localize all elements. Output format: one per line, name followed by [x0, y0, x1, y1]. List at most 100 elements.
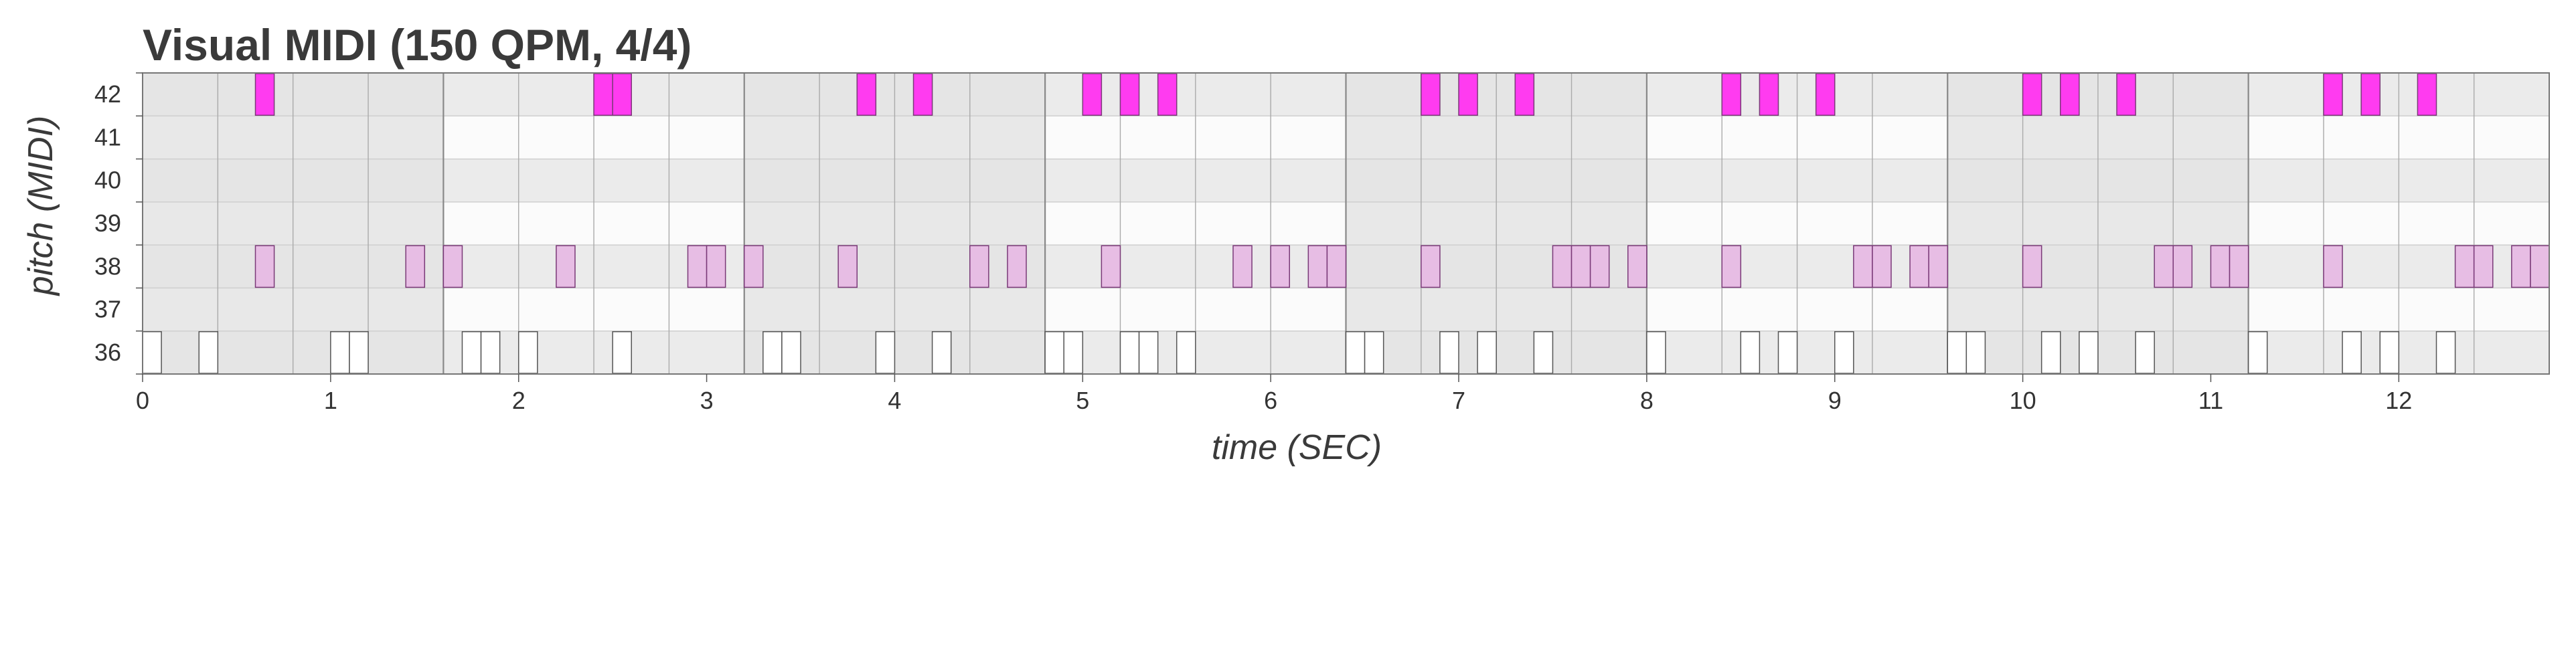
- note-38: [2154, 245, 2174, 288]
- note-36: [2435, 331, 2456, 374]
- note-38: [2454, 245, 2475, 288]
- note-38: [687, 245, 708, 288]
- note-36: [781, 331, 801, 374]
- note-36: [330, 331, 350, 374]
- x-tick-label: 9: [1828, 387, 1842, 414]
- note-38: [1307, 245, 1328, 288]
- note-38: [1571, 245, 1591, 288]
- note-42: [2022, 73, 2042, 116]
- note-42: [912, 73, 933, 116]
- note-36: [762, 331, 783, 374]
- y-axis-label: pitch (MIDI): [21, 116, 60, 297]
- note-38: [1909, 245, 1929, 288]
- note-36: [2040, 331, 2061, 374]
- note-36: [1965, 331, 1986, 374]
- x-tick-label: 4: [888, 387, 901, 414]
- note-38: [1421, 245, 1441, 288]
- note-38: [2511, 245, 2531, 288]
- y-tick-label: 37: [94, 296, 121, 323]
- note-38: [556, 245, 576, 288]
- y-tick-label: 36: [94, 339, 121, 366]
- note-36: [1063, 331, 1084, 374]
- note-36: [612, 331, 632, 374]
- note-38: [837, 245, 858, 288]
- note-36: [517, 331, 538, 374]
- x-tick-label: 11: [2198, 387, 2223, 414]
- note-42: [2417, 73, 2437, 116]
- note-38: [969, 245, 989, 288]
- note-38: [2172, 245, 2193, 288]
- note-42: [254, 73, 275, 116]
- note-42: [1458, 73, 1478, 116]
- note-38: [1872, 245, 1892, 288]
- note-38: [2473, 245, 2494, 288]
- note-36: [1533, 331, 1554, 374]
- x-tick-label: 0: [136, 387, 149, 414]
- note-36: [142, 331, 162, 374]
- note-36: [1646, 331, 1666, 374]
- note-36: [1119, 331, 1140, 374]
- note-38: [254, 245, 275, 288]
- note-42: [612, 73, 632, 116]
- note-36: [2079, 331, 2099, 374]
- note-38: [442, 245, 463, 288]
- note-36: [2342, 331, 2362, 374]
- x-tick-label: 12: [2385, 387, 2412, 414]
- note-36: [1947, 331, 1967, 374]
- note-42: [2323, 73, 2343, 116]
- x-tick-label: 6: [1264, 387, 1277, 414]
- note-42: [2360, 73, 2381, 116]
- note-36: [2379, 331, 2400, 374]
- note-38: [1232, 245, 1253, 288]
- x-axis-label: time (SEC): [1212, 428, 1382, 467]
- x-tick-label: 1: [324, 387, 337, 414]
- y-tick-label: 42: [94, 80, 121, 108]
- x-tick-label: 8: [1640, 387, 1654, 414]
- note-36: [2135, 331, 2155, 374]
- note-36: [1777, 331, 1798, 374]
- note-36: [1176, 331, 1196, 374]
- note-36: [349, 331, 369, 374]
- note-42: [1759, 73, 1779, 116]
- note-36: [2247, 331, 2268, 374]
- note-38: [1721, 245, 1742, 288]
- x-axis-ticks: 0 1 2 3 4 5 6 7 8 9 10 11 12: [136, 374, 2412, 414]
- note-36: [198, 331, 219, 374]
- y-tick-label: 41: [94, 123, 121, 151]
- y-tick-label: 38: [94, 252, 121, 280]
- note-38: [706, 245, 726, 288]
- note-36: [1740, 331, 1761, 374]
- note-38: [2530, 245, 2550, 288]
- note-36: [1345, 331, 1366, 374]
- note-38: [744, 245, 764, 288]
- note-42: [2116, 73, 2136, 116]
- note-36: [480, 331, 501, 374]
- note-36: [1477, 331, 1497, 374]
- note-36: [931, 331, 952, 374]
- x-tick-label: 10: [2010, 387, 2036, 414]
- x-tick-label: 2: [512, 387, 526, 414]
- plot-frame: [142, 72, 2550, 375]
- note-36: [1834, 331, 1854, 374]
- note-38: [1552, 245, 1573, 288]
- y-tick-label: 40: [94, 167, 121, 194]
- note-38: [2022, 245, 2042, 288]
- chart-title: Visual MIDI (150 QPM, 4/4): [143, 20, 692, 70]
- note-38: [2210, 245, 2231, 288]
- note-42: [2060, 73, 2080, 116]
- note-36: [1044, 331, 1064, 374]
- note-42: [1157, 73, 1178, 116]
- note-42: [1514, 73, 1535, 116]
- note-42: [1119, 73, 1140, 116]
- note-38: [405, 245, 426, 288]
- note-42: [1421, 73, 1441, 116]
- note-38: [1326, 245, 1347, 288]
- note-42: [856, 73, 877, 116]
- note-38: [2229, 245, 2249, 288]
- note-38: [1101, 245, 1121, 288]
- note-42: [1721, 73, 1742, 116]
- x-tick-label: 7: [1452, 387, 1465, 414]
- y-tick-label: 39: [94, 209, 121, 237]
- note-42: [1815, 73, 1836, 116]
